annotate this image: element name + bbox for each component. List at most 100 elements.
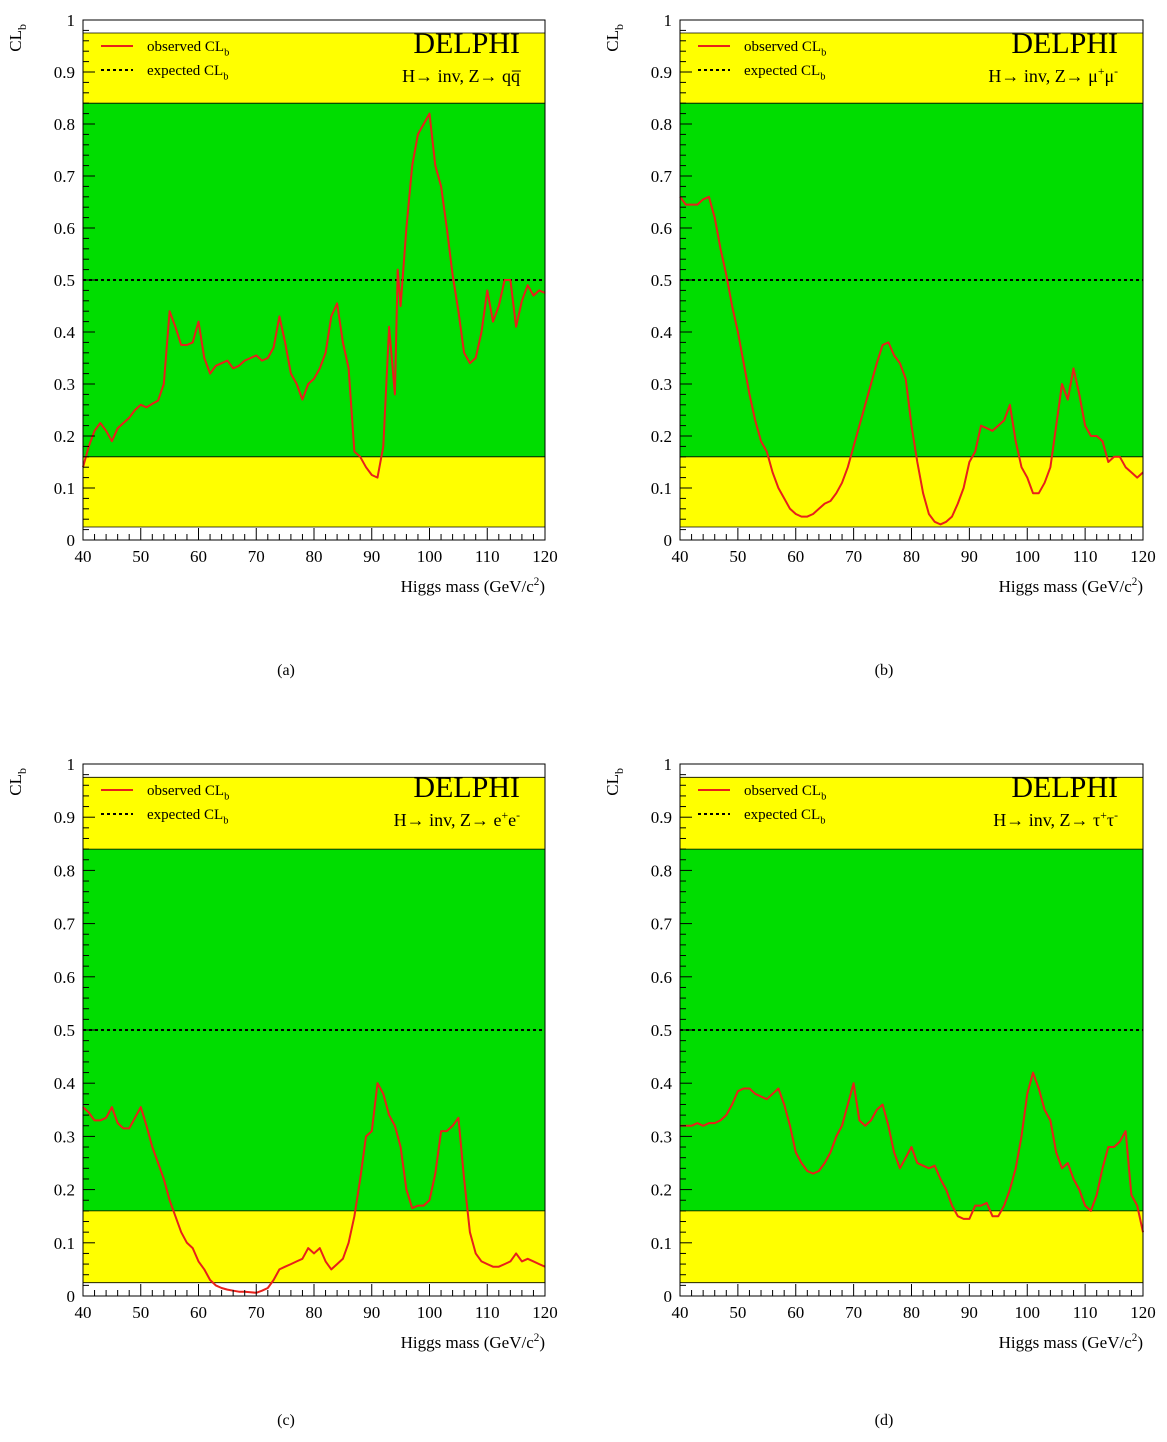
y-tick-label: 0.3 — [651, 375, 672, 394]
experiment-title: DELPHI — [1011, 771, 1118, 804]
observed-line — [679, 195, 1144, 526]
y-tick-label: 1 — [664, 755, 673, 774]
y-tick-label: 0.5 — [54, 271, 75, 290]
x-tick-label: 80 — [306, 1303, 323, 1322]
x-tick-label: 70 — [248, 1303, 265, 1322]
x-tick-label: 80 — [306, 547, 323, 566]
y-tick-label: 0.5 — [651, 1021, 672, 1040]
y-tick-label: 0.4 — [651, 1074, 673, 1093]
band-1sigma — [680, 103, 1143, 457]
y-tick-label: 0.8 — [651, 115, 672, 134]
y-tick-label: 0.5 — [651, 271, 672, 290]
x-tick-label: 80 — [903, 1303, 920, 1322]
x-tick-label: 110 — [475, 1303, 500, 1322]
y-tick-label: 0.9 — [54, 808, 75, 827]
panel-d: 0 0.1 0.2 0.3 0.4 0.5 0.6 0.7 0.8 0.9 1 40 50 60 70 80 9… — [603, 755, 1156, 1429]
y-tick-label: 0.2 — [651, 1181, 672, 1200]
panel-caption: (d) — [875, 1412, 894, 1429]
x-tick-label: 40 — [75, 547, 92, 566]
y-tick-label: 0.2 — [651, 427, 672, 446]
y-tick-label: 0.9 — [651, 808, 672, 827]
y-tick-label: 0.6 — [651, 968, 672, 987]
y-axis-label: CLb​ — [6, 24, 29, 52]
y-axis-label: CLb​ — [603, 768, 626, 796]
y-tick-label: 0.7 — [54, 915, 76, 934]
x-tick-label: 50 — [729, 547, 746, 566]
x-tick-label: 50 — [132, 547, 149, 566]
y-axis-label: CLb​ — [603, 24, 626, 52]
y-tick-label: 0 — [664, 531, 673, 550]
y-tick-label: 0.7 — [651, 167, 673, 186]
y-tick-label: 0.6 — [651, 219, 672, 238]
x-tick-label: 120 — [532, 547, 558, 566]
x-tick-label: 90 — [961, 1303, 978, 1322]
legend-observed-label: observed CLb​ — [147, 39, 229, 59]
x-tick-label: 40 — [75, 1303, 92, 1322]
panel-caption: (a) — [277, 662, 295, 679]
y-tick-label: 0.1 — [54, 1234, 75, 1253]
x-tick-label: 70 — [845, 1303, 862, 1322]
y-tick-label: 0.1 — [651, 1234, 672, 1253]
y-tick-label: 0.3 — [54, 1127, 75, 1146]
x-tick-label: 70 — [845, 547, 862, 566]
x-tick-label: 60 — [787, 1303, 804, 1322]
experiment-title: DELPHI — [413, 771, 520, 804]
y-tick-label: 0.8 — [651, 861, 672, 880]
x-tick-label: 120 — [1130, 547, 1156, 566]
experiment-title: DELPHI — [1011, 27, 1118, 60]
x-tick-label: 110 — [1073, 1303, 1098, 1322]
panel-caption: (c) — [277, 1412, 295, 1429]
channel-label: H→ inv, Z→ qq̅ — [402, 66, 521, 86]
y-tick-label: 0.2 — [54, 1181, 75, 1200]
y-tick-label: 0 — [67, 1287, 76, 1306]
x-axis-label: Higgs mass (GeV/c2​) — [999, 576, 1143, 596]
legend-observed-label: observed CLb​ — [744, 783, 826, 803]
x-tick-label: 60 — [190, 547, 207, 566]
y-tick-label: 1 — [67, 755, 76, 774]
channel-label: H→ inv, Z→ μ+​μ-​ — [988, 65, 1118, 86]
x-tick-label: 40 — [672, 1303, 689, 1322]
x-tick-label: 100 — [417, 1303, 443, 1322]
y-tick-label: 0.7 — [54, 167, 76, 186]
y-tick-label: 1 — [664, 11, 673, 30]
x-tick-label: 100 — [1015, 1303, 1041, 1322]
x-tick-label: 110 — [475, 547, 500, 566]
legend-expected-label: expected CLb​ — [744, 63, 825, 83]
y-tick-label: 0.9 — [651, 63, 672, 82]
observed-line — [82, 112, 546, 479]
x-tick-label: 120 — [532, 1303, 558, 1322]
y-tick-label: 0.8 — [54, 861, 75, 880]
y-tick-label: 1 — [67, 11, 76, 30]
y-tick-label: 0.4 — [54, 323, 76, 342]
panel-b: 0 0.1 0.2 0.3 0.4 0.5 0.6 0.7 0.8 0.9 1 40 50 60 70 80 9… — [603, 11, 1156, 679]
y-tick-label: 0.2 — [54, 427, 75, 446]
y-tick-label: 0.3 — [651, 1127, 672, 1146]
legend-observed-label: observed CLb​ — [147, 783, 229, 803]
x-tick-label: 70 — [248, 547, 265, 566]
legend-observed-label: observed CLb​ — [744, 39, 826, 59]
y-tick-label: 0.1 — [651, 479, 672, 498]
x-tick-label: 50 — [729, 1303, 746, 1322]
x-tick-label: 110 — [1073, 547, 1098, 566]
x-axis-label: Higgs mass (GeV/c2​) — [401, 576, 545, 596]
y-tick-label: 0.4 — [651, 323, 673, 342]
y-tick-label: 0.8 — [54, 115, 75, 134]
observed-line — [680, 1071, 1144, 1233]
x-tick-label: 90 — [363, 547, 380, 566]
y-tick-label: 0.3 — [54, 375, 75, 394]
y-tick-label: 0.5 — [54, 1021, 75, 1040]
panel-a: 0 0.1 0.2 0.3 0.4 0.5 0.6 0.7 0.8 0.9 1 40 50 60 70 80 9… — [6, 11, 558, 679]
x-tick-label: 100 — [417, 547, 443, 566]
x-axis-label: Higgs mass (GeV/c2​) — [999, 1332, 1143, 1352]
y-tick-label: 0.6 — [54, 968, 75, 987]
x-tick-label: 50 — [132, 1303, 149, 1322]
legend-expected-label: expected CLb​ — [744, 807, 825, 827]
x-tick-label: 90 — [961, 547, 978, 566]
y-tick-label: 0 — [664, 1287, 673, 1306]
y-tick-label: 0.6 — [54, 219, 75, 238]
legend-expected-label: expected CLb​ — [147, 807, 228, 827]
channel-label: H→ inv, Z→ τ+​τ-​ — [993, 809, 1118, 830]
x-tick-label: 60 — [190, 1303, 207, 1322]
y-tick-label: 0.7 — [651, 915, 673, 934]
